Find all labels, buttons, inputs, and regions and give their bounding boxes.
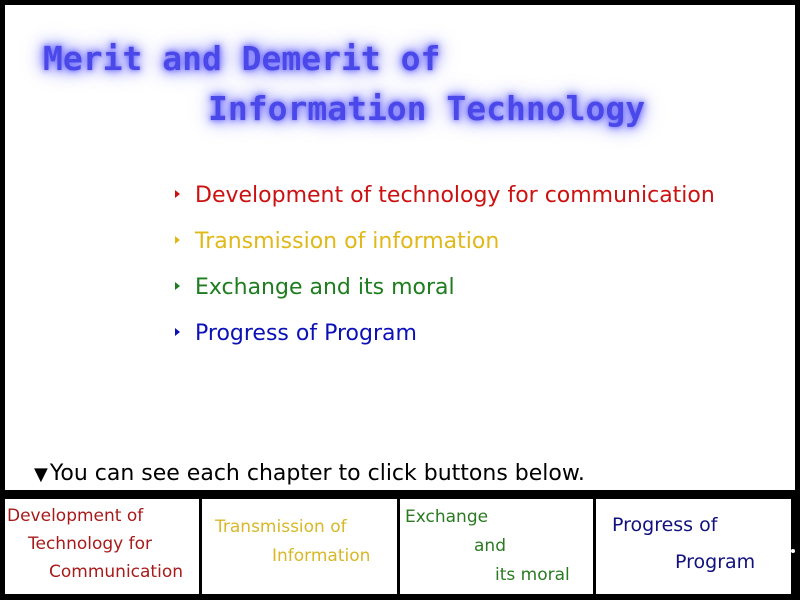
instruction-label: You can see each chapter to click button… <box>49 461 585 486</box>
button-line: Information <box>272 546 371 566</box>
button-line: and <box>474 536 506 556</box>
topic-label: Exchange and its moral <box>195 275 455 300</box>
down-triangle-icon: ▼ <box>34 464 48 485</box>
instruction-text: ▼You can see each chapter to click butto… <box>34 461 585 486</box>
button-line: Progress of <box>612 514 718 536</box>
bullet-triangle-icon <box>175 282 180 290</box>
edge-dot <box>791 549 795 553</box>
button-line: Transmission of <box>215 517 347 537</box>
topic-label: Transmission of information <box>195 229 500 254</box>
title-line-1: Merit and Demerit of <box>43 39 441 78</box>
slide-panel: Merit and Demerit of Information Technol… <box>5 5 795 490</box>
topic-item-communication: Development of technology for communicat… <box>170 177 715 223</box>
button-line: Development of <box>7 506 144 526</box>
chapter-button-transmission[interactable]: Transmission of Information <box>202 499 397 594</box>
topic-label: Progress of Program <box>195 321 417 346</box>
chapter-button-communication[interactable]: Development of Technology for Communicat… <box>5 499 199 594</box>
bullet-triangle-icon <box>175 236 180 244</box>
chapter-button-program[interactable]: Progress of Program <box>596 499 791 594</box>
button-line: Exchange <box>405 507 489 527</box>
title-line-2: Information Technology <box>208 89 646 128</box>
topic-item-exchange: Exchange and its moral <box>170 269 715 315</box>
chapter-button-exchange[interactable]: Exchange and its moral <box>400 499 593 594</box>
button-line: Program <box>675 551 756 573</box>
button-line: Technology for <box>28 534 153 554</box>
button-line: Communication <box>49 562 183 582</box>
topic-item-progress: Progress of Program <box>170 315 715 361</box>
topic-item-transmission: Transmission of information <box>170 223 715 269</box>
bullet-triangle-icon <box>175 328 180 336</box>
bullet-triangle-icon <box>175 190 180 198</box>
topic-list: Development of technology for communicat… <box>170 177 715 361</box>
button-line: its moral <box>495 565 570 585</box>
topic-label: Development of technology for communicat… <box>195 183 715 208</box>
